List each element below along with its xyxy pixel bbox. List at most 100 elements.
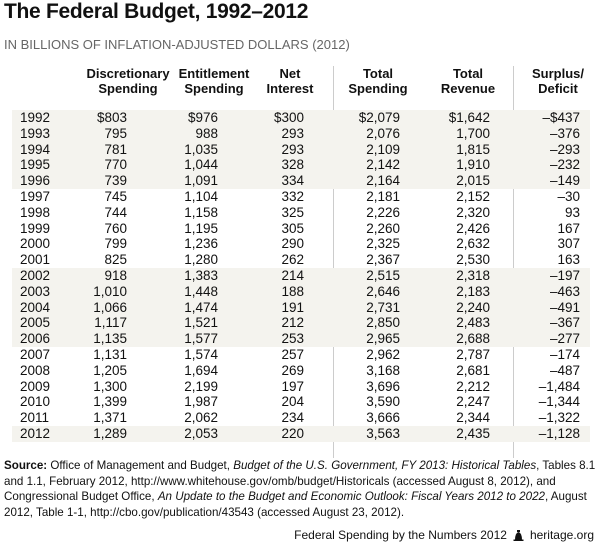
discretionary-spending-cell: 799 <box>104 236 127 252</box>
surplus-deficit-cell: –491 <box>549 299 580 315</box>
header-line: Spending <box>184 81 244 96</box>
surplus-deficit-cell: –197 <box>549 267 580 283</box>
discretionary-spending-cell: 1,066 <box>93 299 127 315</box>
net-interest-cell: 234 <box>281 410 304 426</box>
entitlement-spending-cell: 1,035 <box>184 141 218 157</box>
discretionary-spending-cell: $803 <box>96 110 127 125</box>
table-row: 1992 $803 $976 $300 $2,079 $1,642 –$437 <box>12 110 590 126</box>
total-revenue-cell: 2,240 <box>456 299 490 315</box>
column-divider <box>513 66 514 458</box>
entitlement-spending-cell: 2,199 <box>184 378 218 394</box>
entitlement-spending-cell: 1,280 <box>184 252 218 268</box>
total-spending-cell: 3,696 <box>366 378 400 394</box>
total-spending-cell: 3,590 <box>366 394 400 410</box>
entitlement-spending-cell: 1,104 <box>184 188 218 204</box>
header-discretionary: Discretionary Spending <box>78 66 178 96</box>
total-spending-cell: 2,646 <box>366 283 400 299</box>
discretionary-spending-cell: 781 <box>104 141 127 157</box>
year-cell: 1996 <box>20 173 51 189</box>
year-cell: 2012 <box>20 425 51 441</box>
table-row: 2012 1,289 2,053 220 3,563 2,435 –1,128 <box>12 425 590 442</box>
net-interest-cell: 269 <box>281 362 304 378</box>
discretionary-spending-cell: 739 <box>104 173 127 189</box>
total-spending-cell: 2,850 <box>366 315 400 331</box>
net-interest-cell: 191 <box>281 299 304 315</box>
discretionary-spending-cell: 770 <box>104 157 127 173</box>
net-interest-cell: 293 <box>281 141 304 157</box>
header-line: Interest <box>266 81 314 96</box>
site-link[interactable]: heritage.org <box>529 528 594 542</box>
header-line: Net <box>279 66 301 81</box>
discretionary-spending-cell: 1,289 <box>93 425 127 441</box>
total-spending-cell: $2,079 <box>358 110 400 125</box>
net-interest-cell: 334 <box>281 173 304 189</box>
table-row: 1994 781 1,035 293 2,109 1,815 –293 <box>12 141 590 158</box>
total-spending-cell: 2,962 <box>366 346 400 362</box>
total-revenue-cell: 2,247 <box>456 394 490 410</box>
surplus-deficit-cell: –376 <box>549 125 580 141</box>
table-row: 2006 1,135 1,577 253 2,965 2,688 –277 <box>12 331 590 347</box>
entitlement-spending-cell: 1,383 <box>184 267 218 283</box>
surplus-deficit-cell: 307 <box>557 236 580 252</box>
header-entitlement: Entitlement Spending <box>164 66 264 96</box>
net-interest-cell: 262 <box>281 252 304 268</box>
total-spending-cell: 2,325 <box>366 236 400 252</box>
entitlement-spending-cell: 2,062 <box>184 410 218 426</box>
subtitle: IN BILLIONS OF INFLATION-ADJUSTED DOLLAR… <box>4 37 350 52</box>
table-row: 2001 825 1,280 262 2,367 2,530 163 <box>12 252 590 268</box>
surplus-deficit-cell: –487 <box>549 362 580 378</box>
entitlement-spending-cell: 1,577 <box>184 331 218 347</box>
net-interest-cell: 293 <box>281 125 304 141</box>
total-revenue-cell: 2,787 <box>456 346 490 362</box>
column-divider <box>333 66 334 458</box>
year-cell: 2004 <box>20 299 51 315</box>
discretionary-spending-cell: 1,117 <box>94 315 127 331</box>
total-revenue-cell: 2,318 <box>456 267 490 283</box>
page-title: The Federal Budget, 1992–2012 <box>4 0 309 23</box>
net-interest-cell: 253 <box>281 331 304 347</box>
header-total-revenue: Total Revenue <box>418 66 518 96</box>
source-title: An Update to the Budget and Economic Out… <box>157 490 545 503</box>
surplus-deficit-cell: –$437 <box>542 110 580 125</box>
total-revenue-cell: 2,183 <box>456 283 490 299</box>
header-line: Entitlement <box>178 66 250 81</box>
total-revenue-cell: 2,435 <box>456 425 490 441</box>
total-revenue-cell: 2,320 <box>456 204 490 220</box>
entitlement-spending-cell: 1,091 <box>184 173 218 189</box>
year-cell: 2010 <box>20 394 51 410</box>
total-spending-cell: 2,731 <box>366 299 400 315</box>
year-cell: 2009 <box>20 378 51 394</box>
year-cell: 2000 <box>20 236 51 252</box>
year-cell: 1994 <box>20 141 51 157</box>
year-cell: 2008 <box>20 362 51 378</box>
total-spending-cell: 2,965 <box>366 331 400 347</box>
surplus-deficit-cell: –463 <box>549 283 580 299</box>
entitlement-spending-cell: 1,574 <box>184 346 218 362</box>
header-line: Surplus/ <box>531 66 584 81</box>
net-interest-cell: 204 <box>281 394 304 410</box>
total-revenue-cell: 2,152 <box>456 188 490 204</box>
total-revenue-cell: 2,632 <box>456 236 490 252</box>
entitlement-spending-cell: 988 <box>195 125 218 141</box>
surplus-deficit-cell: 163 <box>557 252 580 268</box>
table-row: 1996 739 1,091 334 2,164 2,015 –149 <box>12 173 590 189</box>
entitlement-spending-cell: 1,521 <box>184 315 218 331</box>
table-row: 2000 799 1,236 290 2,325 2,632 307 <box>12 236 590 252</box>
total-spending-cell: 3,168 <box>366 362 400 378</box>
net-interest-cell: 332 <box>281 188 304 204</box>
entitlement-spending-cell: 1,044 <box>184 157 218 173</box>
header-line: Deficit <box>538 81 578 96</box>
year-cell: 1992 <box>20 110 51 125</box>
surplus-deficit-cell: –1,128 <box>538 425 580 441</box>
entitlement-spending-cell: 1,195 <box>184 220 218 236</box>
table-row: 2011 1,371 2,062 234 3,666 2,344 –1,322 <box>12 410 590 426</box>
total-revenue-cell: 2,530 <box>456 252 490 268</box>
entitlement-spending-cell: 1,694 <box>184 362 218 378</box>
discretionary-spending-cell: 745 <box>104 188 127 204</box>
net-interest-cell: 328 <box>281 157 304 173</box>
header-line: Spending <box>348 81 408 96</box>
total-revenue-cell: 2,483 <box>456 315 490 331</box>
year-cell: 1999 <box>20 220 51 236</box>
discretionary-spending-cell: 918 <box>104 267 127 283</box>
total-revenue-cell: 1,910 <box>456 157 490 173</box>
